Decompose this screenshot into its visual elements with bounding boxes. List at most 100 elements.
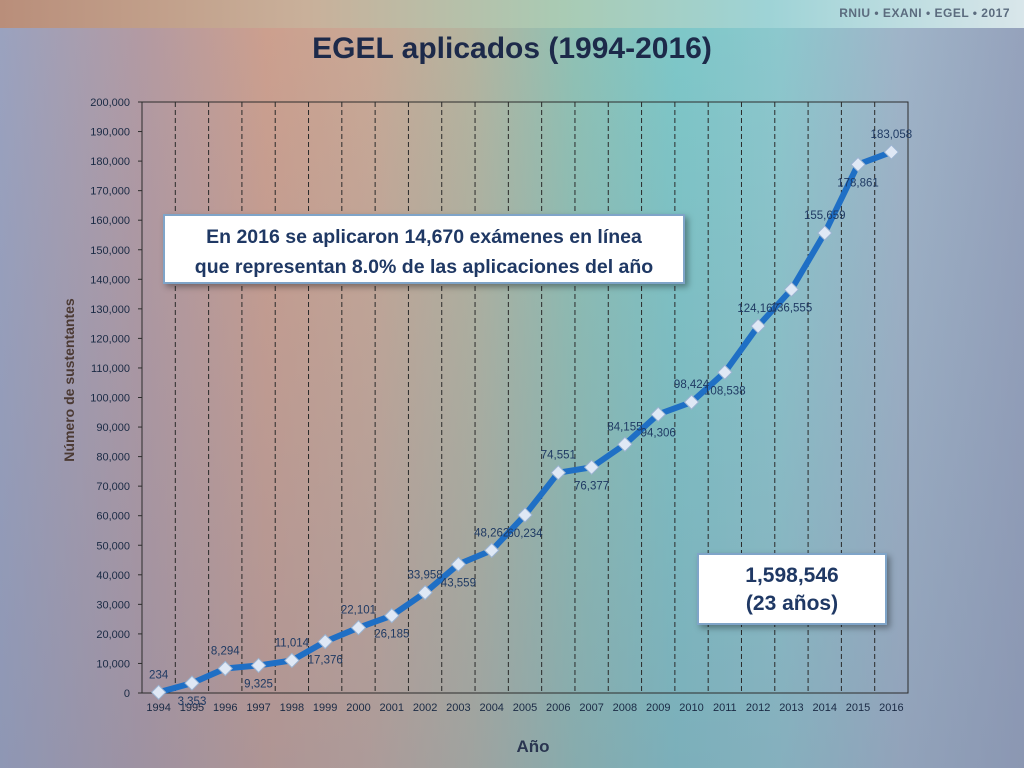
y-tick-label: 150,000 [90, 245, 130, 257]
y-tick-label: 20,000 [96, 629, 130, 641]
x-tick-label: 2007 [579, 702, 603, 714]
data-point [550, 464, 567, 481]
x-tick-label: 2011 [713, 702, 737, 714]
data-label: 155,659 [804, 210, 846, 222]
brand-label: RNIU • EXANI • EGEL • 2017 [839, 6, 1010, 20]
data-point [317, 633, 333, 650]
x-tick-label: 2012 [746, 702, 770, 714]
data-label: 136,555 [771, 302, 813, 314]
y-tick-label: 10,000 [96, 658, 130, 670]
data-point [850, 156, 866, 173]
y-tick-label: 170,000 [90, 186, 130, 198]
x-tick-label: 2016 [879, 702, 903, 714]
data-point [717, 364, 733, 380]
data-point [450, 556, 467, 572]
y-tick-label: 80,000 [96, 452, 130, 464]
data-label: 43,559 [441, 577, 476, 589]
y-tick-label: 100,000 [90, 393, 130, 405]
data-label: 98,424 [674, 379, 710, 391]
y-tick-label: 160,000 [90, 215, 130, 227]
data-point [650, 406, 666, 423]
y-tick-label: 0 [124, 688, 130, 700]
data-label: 74,551 [541, 450, 576, 462]
x-tick-label: 1997 [246, 702, 270, 714]
y-tick-label: 130,000 [90, 304, 130, 316]
data-point [517, 507, 533, 523]
y-tick-label: 90,000 [96, 422, 130, 434]
data-label: 234 [149, 669, 169, 681]
data-point [250, 657, 267, 674]
data-label: 48,262 [474, 527, 509, 539]
y-tick-label: 70,000 [96, 481, 130, 493]
x-tick-label: 2003 [446, 702, 470, 714]
x-tick-label: 1995 [180, 702, 204, 714]
data-point [217, 660, 233, 677]
x-tick-label: 1999 [313, 702, 337, 714]
callout-line-2: que representan 8.0% de las aplicaciones… [194, 256, 654, 278]
chart-title: EGEL aplicados (1994-2016) [312, 32, 712, 65]
data-point [150, 684, 167, 701]
x-tick-label: 2014 [812, 702, 836, 714]
data-label: 22,101 [341, 605, 376, 617]
y-tick-label: 120,000 [90, 333, 130, 345]
y-tick-label: 60,000 [96, 511, 130, 523]
data-label: 33,958 [407, 570, 442, 582]
total-years: (23 años) [745, 592, 839, 615]
data-label: 60,234 [507, 528, 543, 540]
y-tick-label: 180,000 [90, 156, 130, 168]
data-point [883, 144, 900, 160]
data-point [483, 542, 500, 559]
y-tick-label: 190,000 [90, 127, 130, 139]
data-point [617, 436, 633, 453]
x-tick-label: 2008 [613, 702, 637, 714]
data-label: 17,376 [308, 655, 343, 667]
data-label: 94,306 [641, 427, 676, 439]
y-axis-title: Número de sustentantes [61, 298, 77, 462]
y-tick-label: 50,000 [96, 540, 130, 552]
x-tick-label: 1998 [280, 702, 304, 714]
y-tick-label: 110,000 [91, 363, 130, 375]
data-label: 76,377 [574, 480, 609, 492]
data-label: 108,538 [704, 385, 746, 397]
x-tick-label: 1994 [146, 702, 170, 714]
x-tick-label: 2005 [513, 702, 537, 714]
y-tick-label: 140,000 [90, 274, 130, 286]
y-tick-label: 40,000 [96, 570, 130, 582]
x-tick-label: 2009 [646, 702, 670, 714]
x-tick-label: 2015 [846, 702, 870, 714]
data-point [750, 318, 766, 334]
callout-line-1: En 2016 se aplicaron 14,670 exámenes en … [206, 226, 642, 248]
x-tick-label: 2001 [380, 702, 404, 714]
data-point [583, 459, 600, 476]
data-label: 124,167 [737, 303, 779, 315]
x-tick-label: 2000 [346, 702, 370, 714]
total-callout: 1,598,546 (23 años) [697, 553, 887, 625]
data-point [350, 619, 367, 636]
online-exams-callout: En 2016 se aplicaron 14,670 exámenes en … [163, 214, 685, 284]
top-banner: RNIU • EXANI • EGEL • 2017 [0, 0, 1024, 28]
data-label: 3,353 [178, 696, 207, 708]
data-point [384, 607, 400, 624]
data-label: 8,294 [211, 645, 240, 657]
total-value: 1,598,546 [745, 564, 839, 587]
data-point [817, 225, 833, 241]
y-tick-label: 30,000 [96, 599, 130, 611]
data-point [284, 652, 300, 669]
data-label: 11,014 [275, 637, 310, 649]
x-tick-label: 1996 [213, 702, 237, 714]
x-tick-label: 2010 [679, 702, 703, 714]
data-point [417, 584, 433, 601]
data-label: 26,185 [374, 629, 409, 641]
x-tick-label: 2004 [479, 702, 503, 714]
data-label: 9,325 [244, 678, 273, 690]
x-tick-label: 2013 [779, 702, 803, 714]
data-point [683, 394, 700, 410]
data-point [184, 675, 200, 691]
slide-background [0, 28, 1024, 768]
data-label: 183,058 [871, 129, 913, 141]
y-tick-label: 200,000 [90, 97, 130, 109]
x-tick-label: 2002 [413, 702, 437, 714]
data-point [783, 281, 800, 298]
x-tick-label: 2006 [546, 702, 570, 714]
